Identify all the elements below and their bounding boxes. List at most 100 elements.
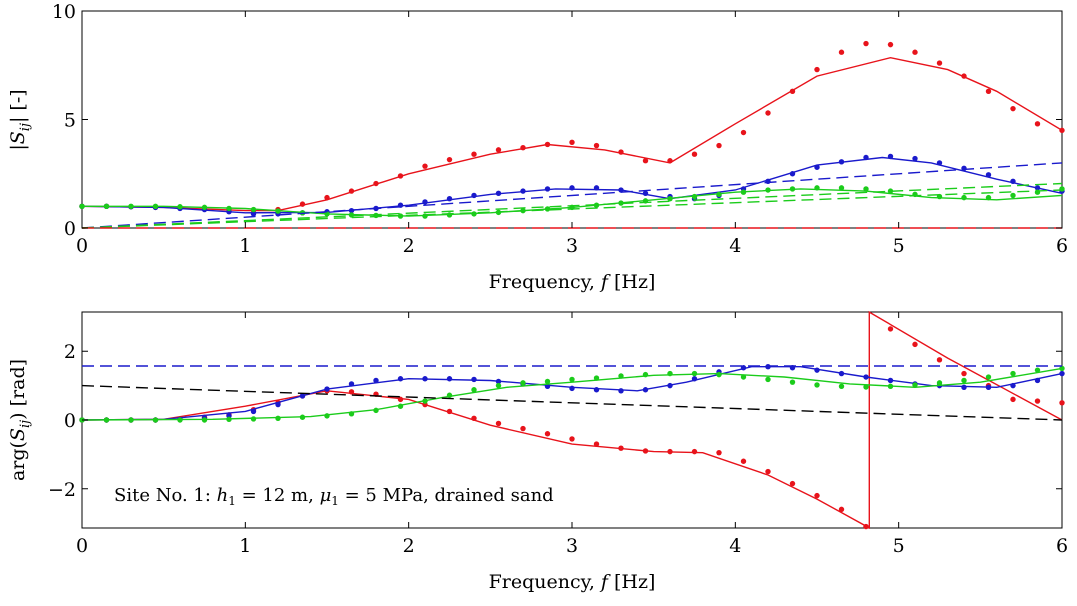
phase-series-5-point-23 xyxy=(642,371,649,378)
phase-series-5-point-37 xyxy=(985,374,992,380)
phase-series-5-point-13 xyxy=(397,403,404,409)
magnitude-series-5-point-1 xyxy=(103,203,110,209)
phase-x-axis-label: Frequency, f [Hz] xyxy=(489,571,656,593)
phase-series-3-point-28 xyxy=(765,364,771,370)
phase-series-7-line xyxy=(81,384,1063,421)
phase-x-tick-label-3: 3 xyxy=(566,535,578,557)
magnitude-series-1-point-26 xyxy=(716,142,722,149)
phase-series-5-point-21 xyxy=(593,375,600,381)
phase-series-3-point-23 xyxy=(642,387,649,393)
phase-y-tick-label-0: −2 xyxy=(48,479,76,501)
phase-series-1-point-36 xyxy=(961,370,967,377)
phase-series-1-point-11 xyxy=(348,389,355,395)
phase-y-axis-label: arg(Sij) [rad] xyxy=(7,359,33,481)
magnitude-y-axis-label: |Sij| [-] xyxy=(7,89,33,150)
phase-series-1-point-31 xyxy=(838,506,845,513)
phase-series-5-point-28 xyxy=(765,376,771,383)
magnitude-series-3-point-35 xyxy=(936,160,943,166)
phase-series-5-point-8 xyxy=(275,415,281,421)
panel-magnitude: 0 1 2 3 4 5 6 0 5 10 Frequency, f [Hz] |Sij| [-] xyxy=(7,1,1068,293)
magnitude-series-1-point-20 xyxy=(569,139,575,145)
phase-series-5-point-11 xyxy=(348,411,355,417)
phase-series-1-point-38 xyxy=(1010,396,1016,403)
phase-series-1-point-25 xyxy=(691,448,698,455)
magnitude-series-5-point-27 xyxy=(740,189,747,195)
magnitude-x-tick-label-6: 6 xyxy=(1056,235,1068,257)
phase-series-3-point-24 xyxy=(667,382,673,389)
magnitude-series-1-point-37 xyxy=(985,88,992,94)
phase-series-5-point-18 xyxy=(520,380,526,386)
phase-series-5-point-6 xyxy=(226,416,232,423)
magnitude-series-1-point-39 xyxy=(1034,121,1041,127)
plot-frame-phase xyxy=(81,311,1063,529)
magnitude-series-3-point-34 xyxy=(912,155,918,162)
phase-series-5-point-3 xyxy=(152,417,159,423)
phase-x-tick-label-0: 0 xyxy=(76,535,88,557)
phase-series-3-point-38 xyxy=(1010,382,1016,389)
magnitude-series-1-point-22 xyxy=(618,149,624,155)
magnitude-series-5-point-32 xyxy=(863,186,869,192)
magnitude-series-3-point-15 xyxy=(446,196,453,202)
magnitude-series-1-point-28 xyxy=(765,110,771,116)
phase-series-5-point-39 xyxy=(1034,367,1041,373)
magnitude-x-tick-label-2: 2 xyxy=(403,235,415,257)
magnitude-series-1-point-18 xyxy=(520,145,526,151)
magnitude-series-3-point-30 xyxy=(814,164,820,170)
panel-phase: 0 1 2 3 4 5 6 −2 0 2 Site No. 1: h1 = 12 m, μ1 = … xyxy=(7,310,1068,593)
magnitude-x-tick-label-1: 1 xyxy=(239,235,251,257)
magnitude-series-1-point-29 xyxy=(789,88,796,94)
phase-series-1-point-26 xyxy=(716,449,722,456)
phase-series-5-point-9 xyxy=(299,414,306,420)
magnitude-series-3-point-31 xyxy=(838,159,845,165)
phase-series-3-point-22 xyxy=(618,388,624,394)
phase-series-5-point-31 xyxy=(838,383,845,390)
phase-series-3-point-17 xyxy=(495,378,502,385)
phase-series-1-point-20 xyxy=(569,436,575,442)
phase-series-1-point-18 xyxy=(520,425,526,432)
phase-series-1-point-32 xyxy=(863,523,869,530)
phase-series-5-point-1 xyxy=(103,417,110,423)
magnitude-series-1-point-17 xyxy=(495,147,502,153)
magnitude-series-1-point-33 xyxy=(887,41,894,48)
magnitude-series-5-point-8 xyxy=(275,208,281,214)
phase-series-5-point-17 xyxy=(495,382,502,389)
magnitude-series-1-point-32 xyxy=(863,40,869,47)
magnitude-series-3-point-22 xyxy=(618,187,624,193)
phase-series-3-point-36 xyxy=(961,384,967,391)
phase-series-5-point-15 xyxy=(446,392,453,398)
magnitude-series-1-point-12 xyxy=(373,180,379,187)
phase-series-3-point-16 xyxy=(471,376,477,383)
phase-series-5-point-10 xyxy=(324,413,330,419)
phase-series-3-point-7 xyxy=(250,408,257,415)
phase-series-3-point-32 xyxy=(863,374,869,380)
magnitude-series-3-point-37 xyxy=(985,172,992,178)
phase-series-3-point-31 xyxy=(838,370,845,377)
magnitude-series-5-point-3 xyxy=(152,203,159,209)
phase-series-3-point-9 xyxy=(299,393,306,399)
magnitude-series-5-point-10 xyxy=(324,211,330,217)
phase-series-3-point-13 xyxy=(397,376,404,382)
phase-series-5-point-20 xyxy=(569,376,575,383)
phase-series-5-point-19 xyxy=(544,378,551,385)
phase-series-3-point-15 xyxy=(446,376,453,382)
phase-series-1-point-24 xyxy=(667,448,673,455)
magnitude-series-1-point-35 xyxy=(936,60,943,66)
magnitude-series-5-point-2 xyxy=(128,203,134,209)
phase-series-5-point-2 xyxy=(128,417,134,423)
magnitude-series-3-point-23 xyxy=(642,190,649,196)
magnitude-series-3-point-18 xyxy=(520,188,526,194)
magnitude-x-tick-label-4: 4 xyxy=(729,235,741,257)
magnitude-series-1-point-14 xyxy=(422,163,428,169)
magnitude-series-1-point-9 xyxy=(299,201,306,207)
phase-series-1-point-35 xyxy=(936,357,943,363)
magnitude-series-3-point-19 xyxy=(544,186,551,192)
magnitude-series-0-line xyxy=(81,56,1063,212)
magnitude-series-3-point-32 xyxy=(863,154,869,161)
phase-series-3-point-25 xyxy=(691,376,698,382)
magnitude-series-3-point-20 xyxy=(569,185,575,191)
phase-series-5-point-32 xyxy=(863,384,869,390)
chart-annotation: Site No. 1: h1 = 12 m, μ1 = 5 MPa, drain… xyxy=(114,485,554,508)
magnitude-y-tick-label-1: 5 xyxy=(64,110,76,132)
phase-series-5-point-14 xyxy=(422,398,428,404)
magnitude-series-1-point-36 xyxy=(961,73,967,79)
